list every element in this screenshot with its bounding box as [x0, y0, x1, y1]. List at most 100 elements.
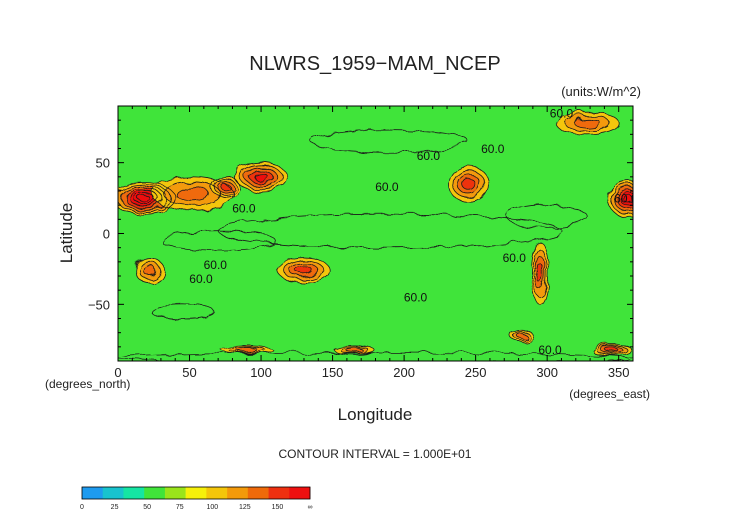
contour-line	[118, 184, 172, 212]
contour-line	[210, 176, 240, 198]
contour-line	[448, 165, 489, 203]
contour-line	[509, 329, 534, 342]
contour-line	[277, 257, 331, 284]
feature-level	[345, 347, 363, 352]
feature-level	[507, 205, 588, 228]
contour-line	[604, 347, 619, 352]
contour-line	[333, 345, 375, 355]
contour-line	[608, 180, 633, 219]
chart-title: NLWRS_1959−MAM_NCEP	[249, 53, 500, 75]
colorbar-swatch	[123, 487, 145, 499]
contour-line	[345, 347, 363, 352]
contour-line	[220, 345, 273, 355]
contour-label: 60.0	[481, 142, 505, 156]
contour-label: 60.0	[550, 106, 574, 120]
colorbar-swatch	[268, 487, 290, 499]
x-tick-label: 100	[250, 365, 272, 380]
y-tick-label: 0	[103, 227, 110, 242]
feature-level	[574, 118, 601, 128]
feature-level	[143, 265, 156, 276]
x-axis-label: Longitude	[338, 405, 413, 424]
colorbar-tick-label: 75	[176, 504, 184, 511]
feature-level	[311, 130, 469, 153]
contour-label: 60.0	[189, 272, 213, 286]
colorbar-tick-label: ∞	[308, 504, 313, 511]
colorbar-tick-label: 0	[80, 504, 84, 511]
contour-label: 60.0	[614, 191, 638, 205]
contour-label: 60.0	[503, 251, 527, 265]
y-tick-label: −50	[88, 297, 110, 312]
feature-level	[137, 195, 150, 202]
x-tick-label: 350	[608, 365, 630, 380]
contour-label: 60.0	[417, 149, 441, 163]
contour-line	[600, 346, 623, 354]
contour-line	[532, 248, 548, 298]
contour-line	[228, 346, 266, 354]
contour-line	[124, 188, 163, 208]
feature-level	[462, 178, 475, 190]
contour-line	[234, 162, 288, 192]
contour-line	[217, 180, 234, 193]
contour-line	[564, 114, 610, 132]
feature-level	[160, 230, 276, 251]
feature-level	[218, 213, 562, 248]
colorbar-swatch	[82, 487, 104, 499]
contour-line	[160, 230, 276, 251]
feature-level	[624, 195, 633, 204]
feature-level	[175, 186, 209, 201]
colorbar-swatch	[206, 487, 228, 499]
contour-line	[150, 303, 215, 319]
x-tick-label: 200	[393, 365, 415, 380]
contour-line	[138, 260, 160, 280]
contour-line	[611, 183, 633, 216]
contour-line	[534, 255, 546, 291]
contour-line	[310, 129, 469, 154]
x-tick-label: 150	[322, 365, 344, 380]
y-unit-note: (degrees_north)	[45, 377, 130, 391]
x-tick-label: 0	[114, 365, 121, 380]
contour-label: 60.0	[204, 258, 228, 272]
contour-line	[283, 260, 325, 281]
feature-level	[254, 173, 268, 181]
feature-level	[516, 333, 527, 338]
contour-line	[239, 164, 283, 189]
feature-level	[236, 347, 258, 352]
colorbar-swatch	[227, 487, 249, 499]
contour-line	[457, 173, 480, 195]
contour-line	[220, 183, 231, 191]
y-axis-label: Latitude	[57, 203, 76, 264]
contour-line	[623, 195, 633, 204]
contour-line	[120, 186, 168, 210]
contour-line	[512, 331, 530, 340]
units-label: (units:W/m^2)	[561, 84, 641, 99]
contour-line	[137, 194, 151, 202]
contour-line	[213, 178, 237, 195]
contour-line	[452, 169, 485, 199]
colorbar: 0 25 50 75 100 125 150 ∞	[80, 486, 313, 511]
contour-line	[235, 347, 258, 352]
contour-line	[128, 190, 159, 206]
contour-line	[591, 343, 632, 356]
feature-level	[605, 347, 618, 352]
contour-line	[506, 204, 588, 229]
contour-interval-text: CONTOUR INTERVAL = 1.000E+01	[279, 447, 472, 461]
contour-line	[175, 186, 210, 202]
contour-line	[289, 262, 319, 278]
contour-label: 60.0	[232, 201, 256, 215]
colorbar-tick-label: 25	[111, 504, 119, 511]
contour-line	[555, 111, 620, 135]
x-tick-label: 300	[536, 365, 558, 380]
colorbar-swatch	[289, 487, 311, 499]
colorbar-swatch	[185, 487, 207, 499]
contour-line	[244, 167, 278, 187]
colorbar-swatch	[164, 487, 186, 499]
contour-line	[620, 192, 633, 207]
contour-line	[151, 176, 233, 212]
colorbar-swatch	[144, 487, 166, 499]
contour-label: 60.0	[375, 180, 399, 194]
x-unit-note: (degrees_east)	[569, 387, 650, 401]
contour-line	[595, 344, 628, 355]
contour-line	[617, 189, 633, 210]
colorbar-swatch	[102, 487, 124, 499]
